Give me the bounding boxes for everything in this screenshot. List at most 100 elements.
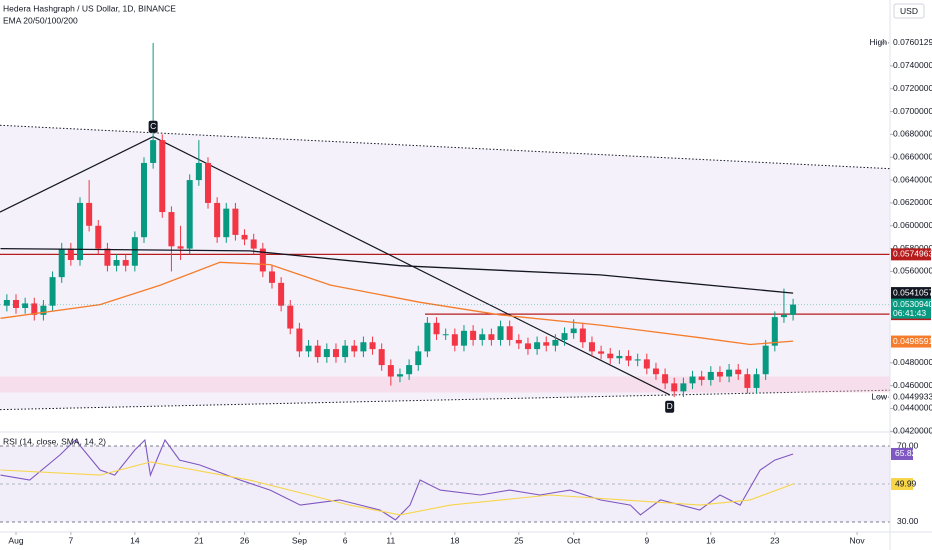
candle-body [716, 371, 723, 377]
candle-body [278, 282, 285, 306]
candle-body [433, 322, 440, 335]
candle-body [95, 225, 102, 249]
candle-body [332, 349, 339, 358]
candle-body [671, 383, 678, 392]
candle-body [150, 140, 157, 163]
candle-body [634, 359, 641, 361]
candle-body [360, 342, 367, 352]
candle-body [104, 248, 111, 266]
candle-body [86, 202, 93, 226]
candle-body [552, 339, 559, 346]
candle-body [168, 212, 175, 247]
candle-body [323, 349, 330, 358]
candle-body [470, 330, 477, 340]
candle-body [186, 180, 193, 249]
pattern-label: C [150, 121, 156, 131]
candle-body [771, 317, 778, 346]
candle-body [625, 355, 632, 361]
rsi-marker-box [891, 478, 913, 491]
x-tick-label: 26 [240, 535, 250, 545]
candle-body [424, 322, 431, 352]
candle-body [689, 376, 696, 384]
channel-upper [0, 124, 891, 170]
candle-body [259, 248, 266, 272]
candle-body [561, 333, 568, 340]
candle-body [314, 345, 321, 358]
candle-body [241, 234, 248, 240]
y-tick-label: 30.00 [897, 516, 919, 526]
x-tick-label: 23 [770, 535, 780, 545]
rsi-marker-label: 65.82 [895, 448, 917, 458]
candle-body [31, 303, 38, 315]
candle-body [40, 305, 47, 315]
x-tick-label: 25 [514, 535, 524, 545]
candle-body [67, 248, 74, 261]
x-tick-label: 14 [130, 535, 140, 545]
candle-body [790, 304, 797, 315]
channel-lower [0, 389, 891, 411]
y-tick-label: 70.00 [897, 440, 919, 450]
ema-line [0, 261, 794, 346]
currency-box[interactable] [893, 3, 925, 19]
candle-body [378, 349, 385, 366]
rsi-marker-box [891, 447, 913, 460]
x-tick-label: 9 [644, 535, 649, 545]
candle-body [122, 260, 129, 266]
extreme-label: Low [871, 391, 887, 401]
candle-body [342, 345, 349, 358]
candle-body [680, 383, 687, 392]
indicator-title: EMA 20/50/100/200 [3, 15, 78, 25]
candle-body [396, 374, 403, 377]
price-marker-box [891, 298, 931, 319]
candle-body [479, 334, 486, 340]
candle-body [726, 369, 733, 377]
candle-body [451, 334, 458, 346]
candle-body [131, 237, 138, 266]
candle-body [515, 339, 522, 344]
candle-body [268, 271, 275, 283]
candle-body [195, 162, 202, 181]
x-tick-label: 18 [450, 535, 460, 545]
candle-body [177, 246, 184, 249]
candle-body [113, 260, 120, 266]
candle-body [223, 208, 230, 238]
candle-body [488, 334, 495, 340]
candle-body [204, 162, 211, 203]
x-tick-label: 7 [68, 535, 73, 545]
candle-body [652, 368, 659, 375]
candle-body [588, 342, 595, 352]
candle-body [3, 299, 10, 306]
candle-body [58, 248, 65, 278]
candle-body [506, 326, 513, 340]
x-tick-label: Nov [850, 535, 866, 545]
pattern-label-box [148, 120, 158, 133]
pattern-label-box [665, 400, 675, 413]
price-marker-box [891, 287, 931, 300]
candle-body [543, 342, 550, 346]
price-marker-label: 0.05410572 [893, 287, 932, 297]
candle-body [76, 202, 83, 261]
candle-body [762, 345, 769, 375]
candle-body [707, 371, 714, 380]
candle-body [159, 140, 166, 213]
price-marker-label: 0.04985913 [893, 336, 932, 346]
candle-body [140, 162, 147, 238]
candle-body [524, 343, 531, 350]
candle-body [735, 369, 742, 375]
candle-body [305, 345, 312, 352]
currency[interactable]: USD [900, 6, 918, 16]
plot-area: CD [0, 43, 891, 523]
candle-body [296, 328, 303, 352]
candle-body [607, 353, 614, 359]
